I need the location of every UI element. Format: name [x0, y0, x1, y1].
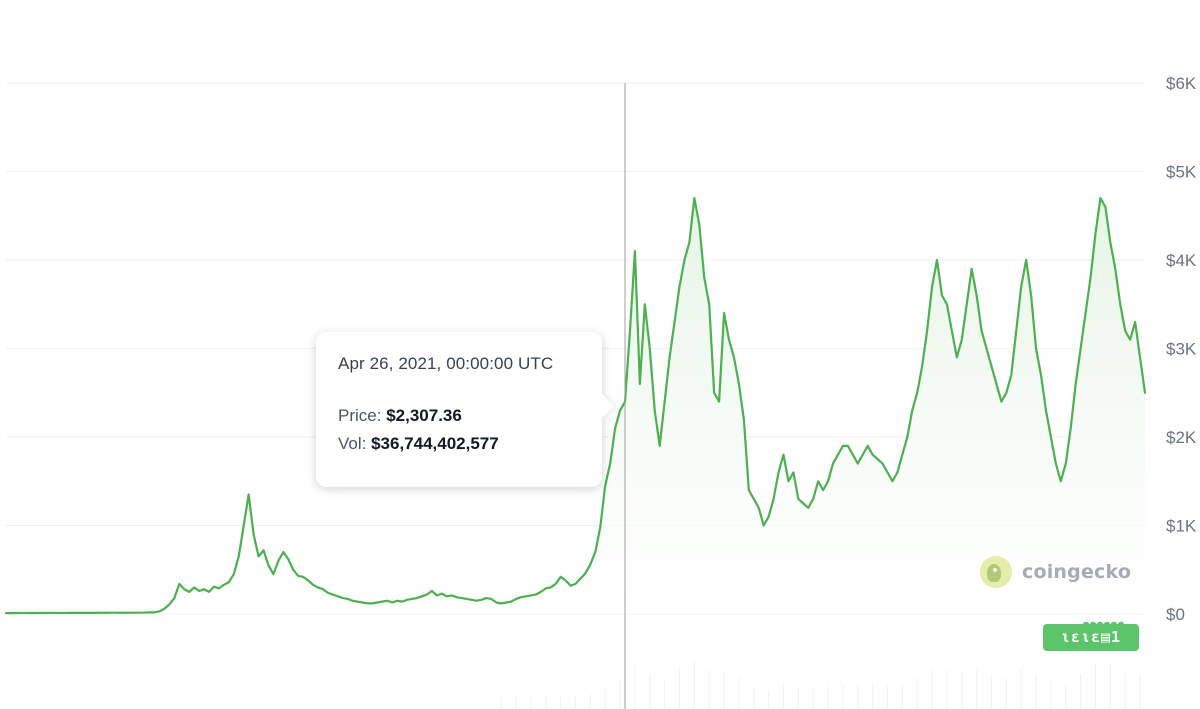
tooltip-price-value: $2,307.36: [386, 406, 462, 425]
tooltip-date: Apr 26, 2021, 00:00:00 UTC: [338, 354, 554, 373]
y-tick-label: $2K: [1166, 428, 1197, 447]
y-tick-label: $1K: [1166, 517, 1197, 536]
coingecko-watermark: coingecko: [980, 556, 1131, 588]
y-tick-label: $0: [1166, 605, 1185, 624]
tooltip-vol-row: Vol: $36,744,402,577: [338, 430, 580, 458]
status-badge[interactable]: ιειε▤1: [1043, 619, 1139, 651]
tooltip-price-label: Price:: [338, 406, 382, 425]
y-tick-label: $3K: [1166, 340, 1197, 359]
hover-tooltip: Apr 26, 2021, 00:00:00 UTC Price: $2,307…: [316, 332, 602, 487]
y-tick-label: $6K: [1166, 74, 1197, 93]
y-tick-label: $4K: [1166, 251, 1197, 270]
coingecko-logo-icon: [980, 556, 1012, 588]
tooltip-price-row: Price: $2,307.36: [338, 402, 580, 430]
price-area: [6, 198, 1145, 615]
y-tick-label: $5K: [1166, 163, 1197, 182]
watermark-text: coingecko: [1022, 561, 1132, 583]
tooltip-vol-value: $36,744,402,577: [371, 434, 499, 453]
tooltip-vol-label: Vol:: [338, 434, 367, 453]
volume-bars: [500, 659, 1141, 709]
